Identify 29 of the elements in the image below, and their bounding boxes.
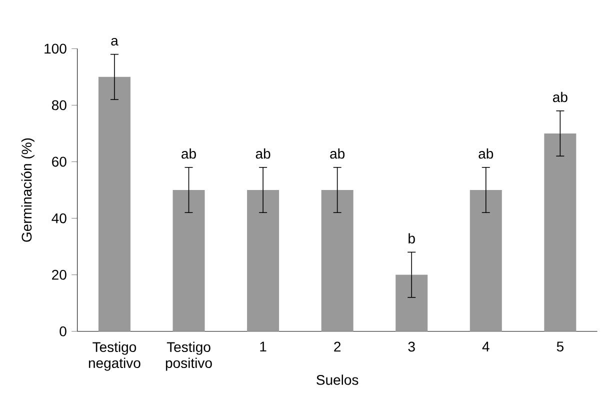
x-tick-label: Testigo positivo	[166, 342, 212, 371]
bar	[321, 190, 354, 332]
bar	[470, 190, 502, 332]
y-tick-label: 60	[52, 156, 66, 167]
annotation: ab	[182, 148, 196, 159]
annotation: ab	[478, 148, 494, 159]
y-tick-label: 100	[44, 44, 66, 54]
y-tick-label: 0	[60, 326, 66, 336]
x-tick-label: 4	[482, 342, 490, 352]
y-axis-title: Germinación (%)	[21, 138, 34, 242]
bar	[172, 190, 205, 332]
annotation: a	[111, 38, 118, 46]
annotation: ab	[552, 92, 568, 102]
y-tick-label: 80	[52, 100, 66, 110]
x-tick-label: 1	[260, 342, 266, 352]
bar	[396, 274, 428, 332]
y-tick-label: 40	[52, 213, 66, 224]
x-tick-label: 5	[556, 342, 564, 352]
annotation: ab	[256, 148, 270, 159]
x-tick-label: 2	[334, 342, 341, 352]
x-tick-label: Testigo negativo	[88, 342, 140, 371]
bar	[247, 190, 280, 332]
x-axis-title: Suelos	[316, 374, 358, 385]
bar	[98, 76, 130, 332]
y-tick-label: 20	[52, 270, 66, 280]
annotation: b	[408, 233, 415, 244]
annotation: ab	[330, 148, 345, 159]
bar	[544, 133, 576, 332]
x-tick-label: 3	[408, 342, 415, 352]
